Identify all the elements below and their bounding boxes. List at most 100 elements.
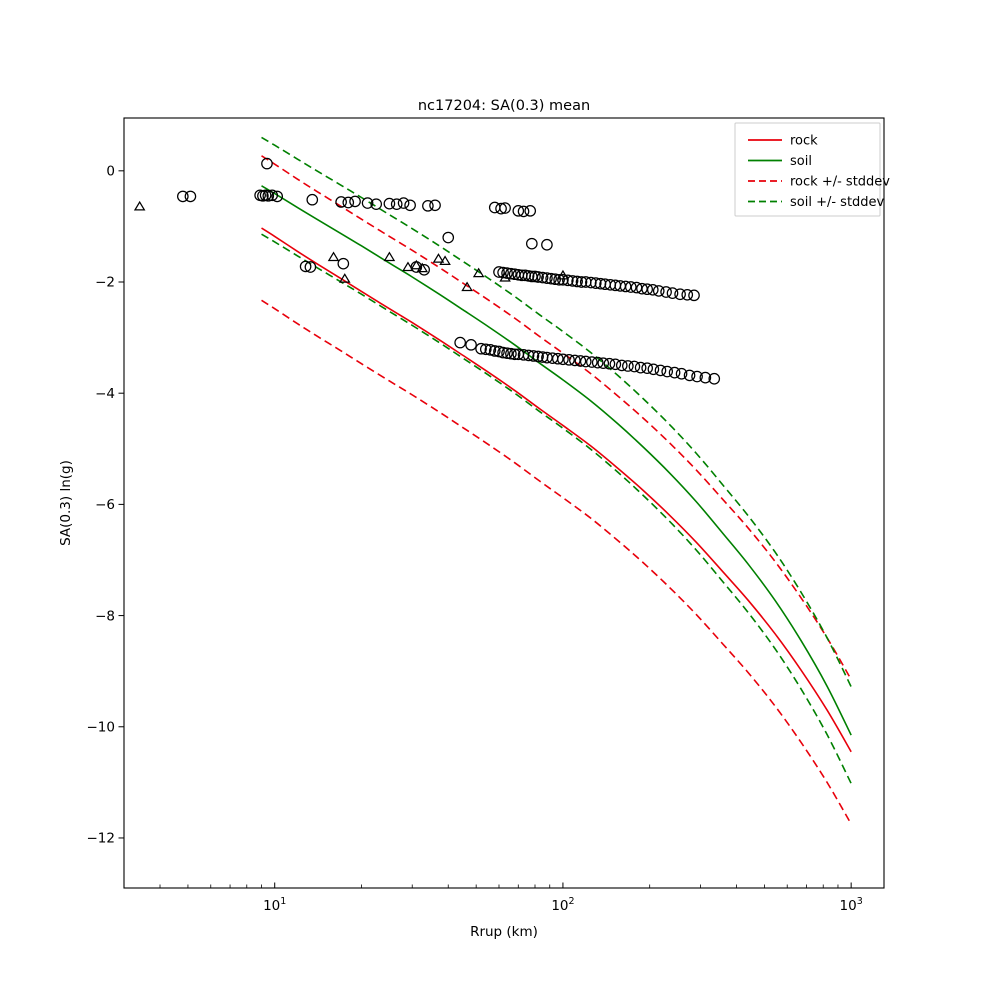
- data-point-marker: [666, 287, 679, 299]
- data-point-marker: [499, 272, 511, 282]
- data-point-marker: [579, 355, 592, 368]
- legend-label-rock-stddev: rock +/- stddev: [790, 175, 890, 190]
- data-point-marker: [484, 344, 497, 356]
- data-point-marker: [432, 253, 445, 263]
- chart-legend[interactable]: rock soil rock +/- stddev soil +/- stddev: [734, 122, 890, 217]
- data-point-marker: [661, 365, 674, 378]
- data-point-marker: [699, 371, 712, 384]
- data-point-marker: [304, 261, 317, 273]
- data-point-marker: [402, 261, 414, 272]
- data-point-marker: [397, 197, 410, 209]
- data-point-marker: [674, 288, 686, 301]
- data-point-marker: [454, 336, 466, 349]
- y-axis-tick-label: −10: [87, 719, 116, 735]
- data-point-marker: [522, 349, 535, 362]
- data-point-marker: [261, 157, 273, 170]
- data-point-marker: [383, 197, 396, 210]
- y-axis-tick-label: −2: [95, 275, 115, 291]
- data-point-marker: [688, 289, 700, 302]
- x-axis-tick-label: 101: [263, 896, 286, 914]
- data-point-marker: [327, 251, 340, 262]
- data-point-marker: [177, 190, 189, 203]
- x-axis-label: Rrup (km): [470, 924, 538, 940]
- data-point-marker: [133, 200, 146, 211]
- data-point-marker: [647, 363, 660, 376]
- data-point-marker: [683, 369, 696, 382]
- data-point-marker: [634, 361, 647, 374]
- data-point-marker: [488, 345, 501, 357]
- data-point-marker: [501, 347, 513, 359]
- data-point-marker: [652, 285, 665, 297]
- y-axis-tick-label: −8: [95, 608, 115, 624]
- x-axis-tick-label: 103: [840, 896, 863, 914]
- data-point-marker: [475, 342, 487, 355]
- data-point-marker: [615, 359, 628, 372]
- data-point-marker: [497, 346, 509, 359]
- data-point-marker: [708, 372, 721, 385]
- data-point-marker: [390, 198, 403, 210]
- data-point-marker: [342, 196, 355, 209]
- curve-rock-stddev: [261, 299, 852, 825]
- data-point-marker: [571, 275, 583, 288]
- data-point-marker: [493, 266, 505, 278]
- data-point-marker: [545, 272, 557, 285]
- data-point-marker: [541, 272, 553, 284]
- legend-entries: rock soil rock +/- stddev soil +/- stddev: [748, 134, 890, 210]
- data-point-marker: [501, 267, 513, 279]
- data-point-marker: [591, 356, 604, 369]
- data-point-marker: [184, 190, 197, 203]
- data-point-marker: [404, 199, 416, 212]
- data-point-marker: [681, 288, 694, 301]
- data-point-marker: [410, 259, 423, 270]
- data-point-marker: [479, 343, 492, 356]
- curve-soil-stddev: [261, 233, 852, 784]
- data-point-marker: [585, 276, 597, 289]
- legend-label-soil: soil: [790, 154, 812, 169]
- data-point-marker: [508, 348, 521, 361]
- data-point-marker: [337, 257, 350, 270]
- data-point-marker: [335, 196, 347, 208]
- data-point-marker: [465, 339, 477, 351]
- data-point-marker: [349, 195, 361, 208]
- data-point-marker: [361, 197, 374, 209]
- model-curves: [261, 136, 852, 825]
- x-axis-tick-label: 102: [551, 896, 574, 914]
- data-point-marker: [526, 237, 538, 250]
- data-point-marker: [416, 262, 429, 273]
- data-point-marker: [597, 357, 610, 370]
- data-point-marker: [646, 283, 659, 296]
- data-point-marker: [553, 273, 565, 286]
- data-point-marker: [557, 353, 569, 366]
- legend-background: [734, 122, 881, 217]
- y-axis-label: SA(0.3) ln(g): [58, 460, 74, 546]
- legend-label-soil-stddev: soil +/- stddev: [790, 195, 885, 210]
- data-point-marker: [338, 273, 351, 283]
- y-axis-tick-label: 0: [106, 164, 115, 180]
- legend-label-rock: rock: [790, 134, 818, 149]
- data-point-marker: [566, 275, 579, 287]
- y-axis-tick-label: −12: [87, 831, 116, 847]
- data-point-marker: [527, 350, 540, 362]
- data-point-marker: [505, 347, 517, 360]
- data-point-marker: [641, 362, 653, 375]
- data-point-marker: [562, 274, 574, 287]
- curve-soil-stddev: [261, 136, 852, 688]
- plot-axes-frame: [123, 117, 885, 889]
- data-point-marker: [624, 281, 637, 293]
- data-point-marker: [628, 360, 641, 373]
- data-point-marker: [517, 205, 530, 218]
- data-point-marker: [557, 273, 569, 286]
- data-point-marker: [551, 352, 564, 365]
- data-point-marker: [557, 269, 569, 280]
- y-axis-ticks: 0 −2 −4 −6 −8 −10 −12: [87, 164, 124, 847]
- curve-soil: [261, 185, 852, 736]
- data-point-marker: [262, 190, 275, 202]
- data-point-marker: [532, 350, 544, 363]
- data-point-marker: [306, 193, 319, 206]
- data-point-marker: [609, 358, 622, 371]
- x-axis-ticks: 101 102 103: [123, 882, 863, 914]
- data-point-marker: [461, 281, 473, 292]
- data-point-marker: [675, 367, 688, 380]
- data-point-marker: [370, 198, 383, 210]
